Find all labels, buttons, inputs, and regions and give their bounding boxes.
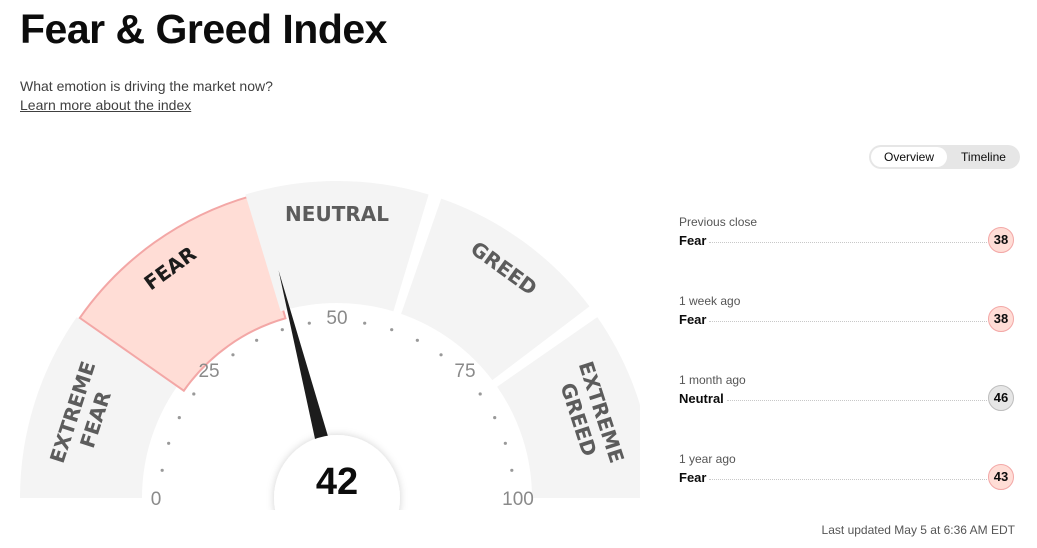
gauge-tick-label: 0 [151,489,162,510]
gauge-hub [274,435,400,510]
history-period: 1 week ago [679,294,741,308]
gauge-score: 42 [316,461,358,503]
gauge-tick-dot [478,392,482,396]
history-period: Previous close [679,215,758,229]
gauge-tick-dot [493,416,497,420]
page-subtitle: What emotion is driving the market now? [20,78,273,94]
gauge-tick-dot [439,353,443,357]
tab-timeline[interactable]: Timeline [961,150,1006,164]
gauge-tick-dot [363,321,367,325]
gauge-tick-dot [503,441,507,445]
gauge-tick-label: 75 [454,361,475,382]
gauge-tick-dot [390,328,394,332]
history-item-1-week-ago: 1 week ago Fear 38 [679,294,1017,354]
tab-overview[interactable]: Overview [871,147,947,167]
gauge-tick-dot [231,353,235,357]
history-item-1-month-ago: 1 month ago Neutral 46 [679,373,1017,433]
gauge-tick-dot [192,392,196,396]
gauge-segment-label: NEUTRAL [285,202,389,226]
history-rating: Neutral [679,391,724,406]
history-dotted-leader [709,479,987,480]
history-period: 1 year ago [679,452,736,466]
history-rating: Fear [679,312,707,327]
history-rating: Fear [679,470,707,485]
gauge-segment-extreme-fear [20,317,177,498]
gauge-tick-dot [167,441,171,445]
history-score-badge: 43 [988,464,1014,490]
gauge-tick-dot [415,338,419,342]
page-title: Fear & Greed Index [20,6,387,52]
history-dotted-leader [709,242,987,243]
history-rating: Fear [679,233,707,248]
history-score-badge: 46 [988,385,1014,411]
gauge-tick-label: 25 [198,361,219,382]
gauge-tick-label: 50 [326,308,347,329]
last-updated: Last updated May 5 at 6:36 AM EDT [821,523,1015,537]
history-dotted-leader [709,321,987,322]
history-period: 1 month ago [679,373,746,387]
gauge-tick-dot [307,321,311,325]
gauge-tick-dot [177,416,181,420]
view-toggle: Overview Timeline [869,145,1020,169]
fear-greed-gauge: EXTREMEFEARFEARNEUTRALGREEDEXTREMEGREED0… [20,180,640,510]
gauge-segment-neutral [245,180,429,312]
history-dotted-leader [727,400,987,401]
gauge-segment-greed [401,198,590,381]
gauge-tick-dot [280,328,284,332]
history-item-1-year-ago: 1 year ago Fear 43 [679,452,1017,512]
gauge-tick-dot [510,468,514,472]
gauge-tick-label: 100 [502,489,534,510]
gauge-tick-dot [255,338,259,342]
gauge-segment-extreme-greed [497,317,640,498]
history-score-badge: 38 [988,306,1014,332]
history-score-badge: 38 [988,227,1014,253]
gauge-tick-dot [160,468,164,472]
history-item-previous-close: Previous close Fear 38 [679,215,1017,275]
learn-more-link[interactable]: Learn more about the index [20,97,192,113]
